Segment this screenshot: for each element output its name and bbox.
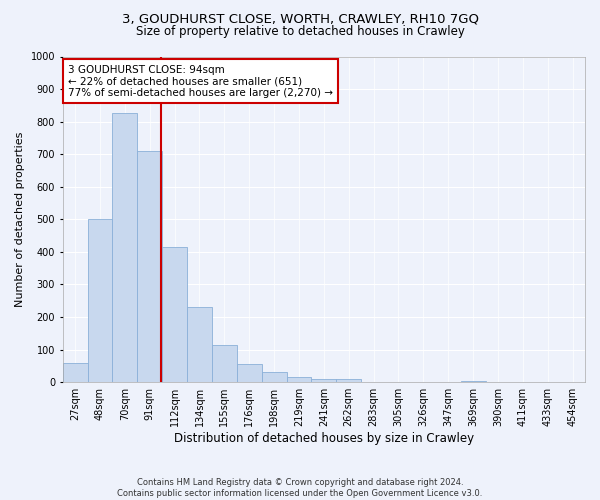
Bar bbox=[212, 345, 237, 382]
Text: Size of property relative to detached houses in Crawley: Size of property relative to detached ho… bbox=[136, 25, 464, 38]
Bar bbox=[88, 220, 112, 382]
Y-axis label: Number of detached properties: Number of detached properties bbox=[15, 132, 25, 307]
Bar bbox=[336, 379, 361, 382]
Text: Contains HM Land Registry data © Crown copyright and database right 2024.
Contai: Contains HM Land Registry data © Crown c… bbox=[118, 478, 482, 498]
Bar bbox=[62, 362, 88, 382]
Bar bbox=[112, 114, 137, 382]
Bar bbox=[162, 247, 187, 382]
Bar bbox=[187, 308, 212, 382]
Text: 3, GOUDHURST CLOSE, WORTH, CRAWLEY, RH10 7GQ: 3, GOUDHURST CLOSE, WORTH, CRAWLEY, RH10… bbox=[121, 12, 479, 26]
Bar bbox=[262, 372, 287, 382]
Bar bbox=[237, 364, 262, 382]
Bar bbox=[311, 379, 336, 382]
Text: 3 GOUDHURST CLOSE: 94sqm
← 22% of detached houses are smaller (651)
77% of semi-: 3 GOUDHURST CLOSE: 94sqm ← 22% of detach… bbox=[68, 64, 333, 98]
Bar bbox=[137, 151, 162, 382]
X-axis label: Distribution of detached houses by size in Crawley: Distribution of detached houses by size … bbox=[174, 432, 474, 445]
Bar bbox=[287, 378, 311, 382]
Bar bbox=[461, 380, 485, 382]
